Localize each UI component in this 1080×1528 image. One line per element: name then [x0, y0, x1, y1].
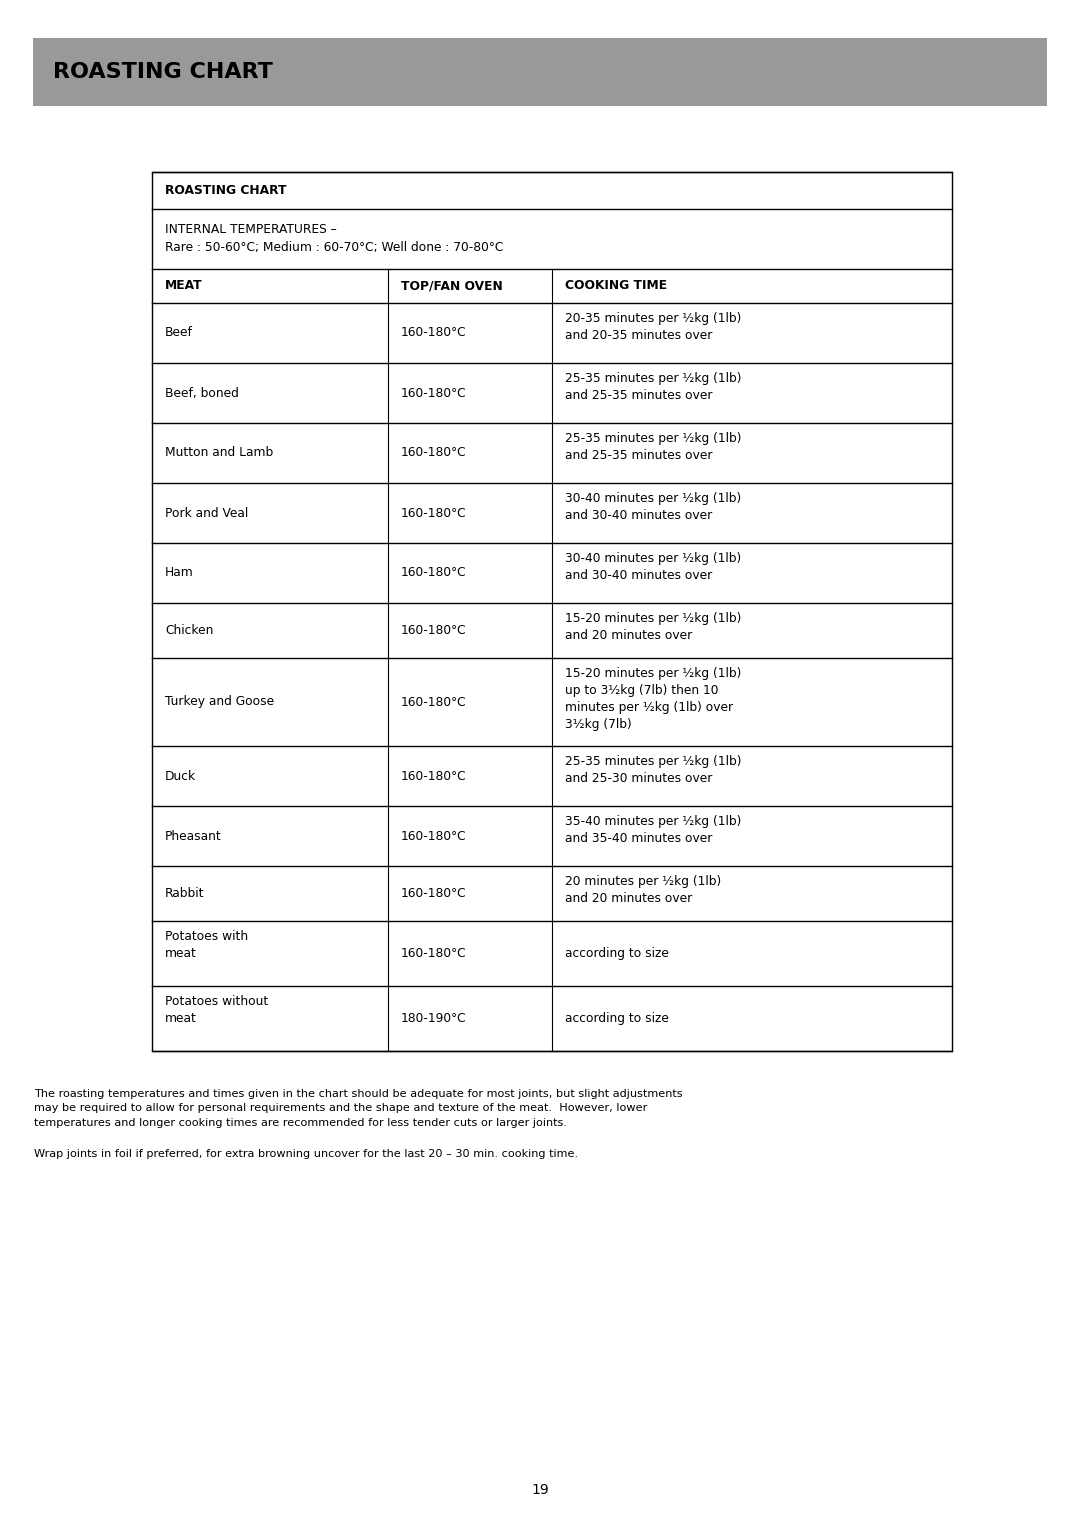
Text: 15-20 minutes per ½kg (1lb)
and 20 minutes over: 15-20 minutes per ½kg (1lb) and 20 minut… [565, 613, 741, 642]
Text: Beef: Beef [165, 327, 193, 339]
Text: 25-35 minutes per ½kg (1lb)
and 25-30 minutes over: 25-35 minutes per ½kg (1lb) and 25-30 mi… [565, 755, 742, 785]
Text: Beef, boned: Beef, boned [165, 387, 239, 399]
Text: Rabbit: Rabbit [165, 886, 204, 900]
Text: 30-40 minutes per ½kg (1lb)
and 30-40 minutes over: 30-40 minutes per ½kg (1lb) and 30-40 mi… [565, 552, 741, 582]
Text: 160-180°C: 160-180°C [401, 446, 467, 460]
Text: Pork and Veal: Pork and Veal [165, 506, 248, 520]
Text: 160-180°C: 160-180°C [401, 623, 467, 637]
Text: Mutton and Lamb: Mutton and Lamb [165, 446, 273, 460]
Text: 160-180°C: 160-180°C [401, 770, 467, 782]
Text: Ham: Ham [165, 567, 193, 579]
Text: 25-35 minutes per ½kg (1lb)
and 25-35 minutes over: 25-35 minutes per ½kg (1lb) and 25-35 mi… [565, 371, 742, 402]
Text: 160-180°C: 160-180°C [401, 695, 467, 709]
Text: 25-35 minutes per ½kg (1lb)
and 25-35 minutes over: 25-35 minutes per ½kg (1lb) and 25-35 mi… [565, 432, 742, 461]
Text: 180-190°C: 180-190°C [401, 1012, 467, 1025]
Text: MEAT: MEAT [165, 280, 203, 292]
Text: The roasting temperatures and times given in the chart should be adequate for mo: The roasting temperatures and times give… [33, 1089, 683, 1128]
Text: Turkey and Goose: Turkey and Goose [165, 695, 274, 709]
Text: TOP/FAN OVEN: TOP/FAN OVEN [401, 280, 503, 292]
Text: 160-180°C: 160-180°C [401, 830, 467, 842]
Text: Potatoes with
meat: Potatoes with meat [165, 931, 248, 960]
Text: Potatoes without
meat: Potatoes without meat [165, 995, 268, 1025]
Text: according to size: according to size [565, 1012, 669, 1025]
Text: 160-180°C: 160-180°C [401, 947, 467, 960]
Text: 19: 19 [531, 1484, 549, 1497]
Text: INTERNAL TEMPERATURES –
Rare : 50-60°C; Medium : 60-70°C; Well done : 70-80°C: INTERNAL TEMPERATURES – Rare : 50-60°C; … [165, 223, 503, 254]
Text: 35-40 minutes per ½kg (1lb)
and 35-40 minutes over: 35-40 minutes per ½kg (1lb) and 35-40 mi… [565, 814, 741, 845]
Text: 160-180°C: 160-180°C [401, 387, 467, 399]
Text: 15-20 minutes per ½kg (1lb)
up to 3½kg (7lb) then 10
minutes per ½kg (1lb) over
: 15-20 minutes per ½kg (1lb) up to 3½kg (… [565, 668, 741, 730]
Text: 160-180°C: 160-180°C [401, 327, 467, 339]
Text: ROASTING CHART: ROASTING CHART [53, 63, 273, 83]
Text: 20-35 minutes per ½kg (1lb)
and 20-35 minutes over: 20-35 minutes per ½kg (1lb) and 20-35 mi… [565, 312, 741, 342]
Text: Pheasant: Pheasant [165, 830, 221, 842]
Text: ROASTING CHART: ROASTING CHART [165, 183, 286, 197]
Text: according to size: according to size [565, 947, 669, 960]
Text: Wrap joints in foil if preferred, for extra browning uncover for the last 20 – 3: Wrap joints in foil if preferred, for ex… [33, 1149, 578, 1160]
Text: 160-180°C: 160-180°C [401, 567, 467, 579]
Text: 30-40 minutes per ½kg (1lb)
and 30-40 minutes over: 30-40 minutes per ½kg (1lb) and 30-40 mi… [565, 492, 741, 523]
FancyBboxPatch shape [33, 38, 1047, 105]
Text: 160-180°C: 160-180°C [401, 506, 467, 520]
Text: 160-180°C: 160-180°C [401, 886, 467, 900]
Text: 20 minutes per ½kg (1lb)
and 20 minutes over: 20 minutes per ½kg (1lb) and 20 minutes … [565, 876, 721, 905]
Text: Duck: Duck [165, 770, 197, 782]
Text: COOKING TIME: COOKING TIME [565, 280, 667, 292]
Text: Chicken: Chicken [165, 623, 214, 637]
